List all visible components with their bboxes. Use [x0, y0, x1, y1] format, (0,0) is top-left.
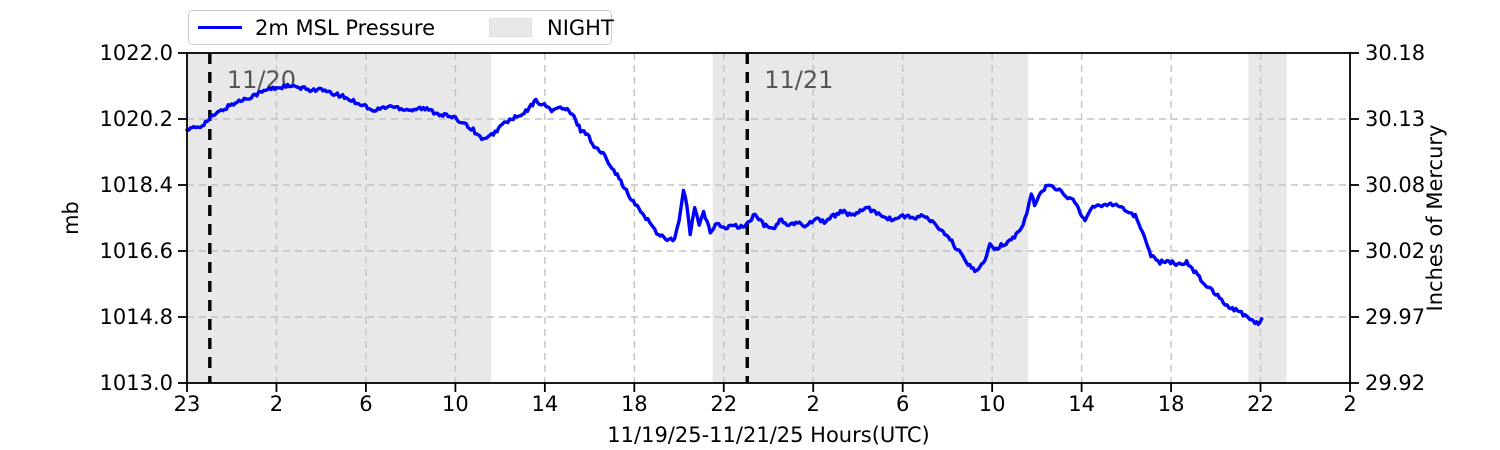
legend-night-swatch [489, 18, 532, 37]
y-left-tick-label: 1016.6 [100, 239, 173, 263]
day-divider-lines: 11/20 11/21 [208, 53, 833, 383]
legend: 2m MSL Pressure NIGHT [188, 10, 614, 45]
y-left-tick-label: 1018.4 [100, 173, 173, 197]
date-annotation: 11/20 [227, 66, 296, 94]
night-band [712, 53, 1028, 383]
y-right-tick-label: 30.18 [1365, 41, 1425, 65]
y-left-tick-label: 1022.0 [100, 41, 173, 65]
x-tick-label: 18 [1158, 392, 1185, 416]
x-tick-label: 6 [359, 392, 372, 416]
x-tick-label: 18 [621, 392, 648, 416]
night-band [187, 53, 492, 383]
x-tick-label: 22 [710, 392, 737, 416]
x-tick-label: 2 [270, 392, 283, 416]
night-band [1248, 53, 1287, 383]
y-right-tick-label: 30.08 [1365, 173, 1425, 197]
y-left-tick-label: 1013.0 [100, 371, 173, 395]
x-tick-label: 2 [807, 392, 820, 416]
x-tick-label: 10 [979, 392, 1006, 416]
y-right-tick-label: 29.92 [1365, 371, 1425, 395]
axis-titles: 11/19/25-11/21/25 Hours(UTC) mb Inches of … [59, 125, 1447, 447]
date-annotation: 11/21 [764, 66, 833, 94]
y-left-tick-label: 1020.2 [100, 107, 173, 131]
x-tick-label: 14 [1068, 392, 1095, 416]
y-right-tick-label: 30.02 [1365, 239, 1425, 263]
x-tick-label: 2 [1343, 392, 1356, 416]
pressure-series [185, 82, 1264, 327]
x-tick-label: 14 [531, 392, 558, 416]
legend-night-label: NIGHT [547, 15, 614, 40]
plot-border [186, 52, 1351, 384]
x-tick-label: 10 [442, 392, 469, 416]
x-tick-label: 6 [896, 392, 909, 416]
pressure-line [185, 82, 1264, 327]
plot-frame [186, 52, 1351, 384]
y-right-tick-label: 29.97 [1365, 305, 1425, 329]
x-tick-label: 23 [174, 392, 201, 416]
y-axis-label-left: mb [59, 201, 83, 235]
legend-series-label: 2m MSL Pressure [255, 15, 435, 40]
x-axis-label: 11/19/25-11/21/25 Hours(UTC) [607, 423, 929, 447]
night-bands [187, 53, 1287, 383]
axis-ticks [178, 52, 1359, 392]
y-right-tick-label: 30.13 [1365, 107, 1425, 131]
y-left-tick-label: 1014.8 [100, 305, 173, 329]
legend-line-sample [198, 26, 242, 29]
y-axis-label-right: Inches of Mercury [1423, 125, 1447, 312]
x-tick-label: 22 [1247, 392, 1274, 416]
gridlines [187, 53, 1350, 383]
